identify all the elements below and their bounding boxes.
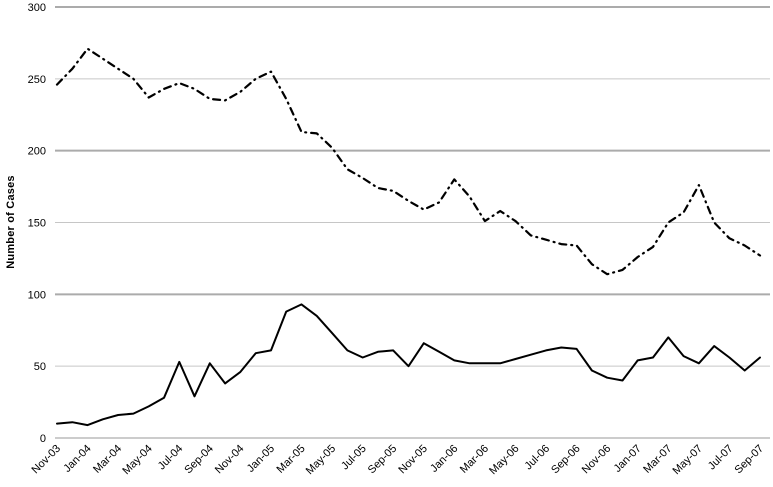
x-tick-label-Jan-05: Jan-05: [245, 443, 277, 475]
x-tick-label-Jul-05: Jul-05: [339, 443, 369, 473]
x-tick-label-Jul-04: Jul-04: [156, 443, 186, 473]
x-tick-label-Sep-05: Sep-05: [366, 443, 400, 477]
x-tick-label-May-07: May-07: [671, 443, 705, 477]
y-tick-label-100: 100: [28, 289, 46, 301]
x-tick-label-Sep-06: Sep-06: [549, 443, 583, 477]
x-tick-label-Sep-04: Sep-04: [182, 443, 216, 477]
y-tick-label-50: 50: [34, 361, 46, 373]
y-axis-title: Number of Cases: [5, 175, 17, 269]
y-tick-label-250: 250: [28, 74, 46, 86]
y-tick-label-300: 300: [28, 2, 46, 14]
y-tick-label-0: 0: [40, 433, 46, 445]
x-tick-label-May-06: May-06: [487, 443, 521, 477]
x-tick-label-Mar-04: Mar-04: [91, 443, 124, 476]
x-tick-label-Sep-07: Sep-07: [733, 443, 767, 477]
upper-series-line: [55, 47, 762, 276]
x-tick-label-Nov-03: Nov-03: [30, 443, 64, 477]
x-tick-label-Jan-06: Jan-06: [428, 443, 460, 475]
x-tick-label-Nov-06: Nov-06: [580, 443, 614, 477]
y-tick-label-200: 200: [28, 146, 46, 158]
x-tick-label-May-04: May-04: [120, 443, 154, 477]
x-tick-label-Mar-06: Mar-06: [458, 443, 491, 476]
x-tick-label-Mar-07: Mar-07: [641, 443, 674, 476]
x-tick-label-Nov-04: Nov-04: [213, 443, 247, 477]
y-tick-label-150: 150: [28, 218, 46, 230]
x-tick-label-Jan-07: Jan-07: [612, 443, 644, 475]
x-tick-label-Jul-06: Jul-06: [522, 443, 552, 473]
x-tick-label-Mar-05: Mar-05: [275, 443, 308, 476]
x-tick-label-Jan-04: Jan-04: [61, 443, 93, 475]
lower-series-line: [56, 303, 761, 427]
x-tick-label-May-05: May-05: [304, 443, 338, 477]
x-tick-label-Jul-07: Jul-07: [706, 443, 736, 473]
x-tick-label-Nov-05: Nov-05: [396, 443, 430, 477]
